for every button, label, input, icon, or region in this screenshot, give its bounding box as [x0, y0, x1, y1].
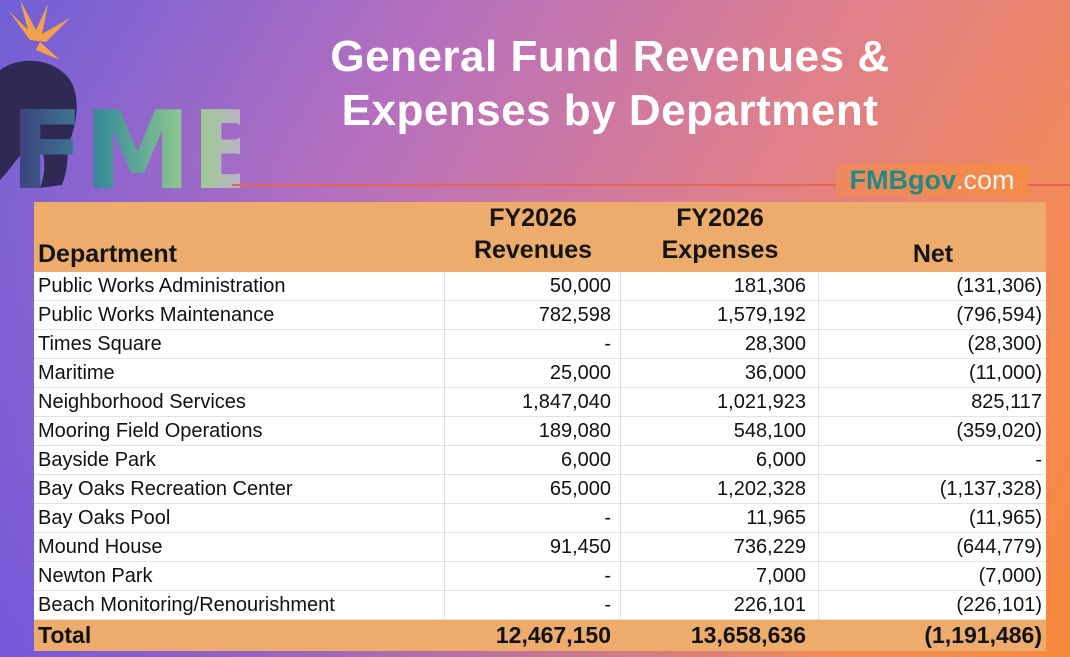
total-label: Total — [38, 622, 92, 648]
header-department: Department — [38, 240, 177, 268]
site-brand: FMBgov — [849, 165, 956, 195]
title-line-2: Expenses by Department — [341, 86, 879, 135]
table-row: Bay Oaks Recreation Center 65,000 1,202,… — [34, 475, 1046, 504]
total-net: (1,191,486) — [924, 622, 1042, 648]
cell-department: Bay Oaks Recreation Center — [38, 478, 293, 500]
header-revenues-label: Revenues — [473, 236, 593, 264]
site-domain: .com — [955, 165, 1015, 195]
table-row: Bay Oaks Pool - 11,965 (11,965) — [34, 504, 1046, 533]
page-title: General Fund Revenues & Expenses by Depa… — [250, 30, 970, 138]
cell-expenses: 736,229 — [733, 536, 806, 558]
cell-revenues: - — [604, 507, 611, 529]
table-row: Mooring Field Operations 189,080 548,100… — [34, 417, 1046, 446]
cell-revenues: 782,598 — [538, 304, 611, 326]
column-divider — [818, 272, 819, 620]
total-revenues: 12,467,150 — [495, 622, 611, 648]
table-row: Public Works Administration 50,000 181,3… — [34, 272, 1046, 301]
palm-tree-icon — [8, 0, 70, 60]
website-label[interactable]: FMBgov.com — [836, 164, 1028, 196]
cell-net: (359,020) — [956, 420, 1042, 442]
cell-expenses: 548,100 — [733, 420, 806, 442]
cell-department: Mound House — [38, 536, 163, 558]
fmb-logo: FMB — [0, 0, 240, 200]
cell-expenses: 1,202,328 — [717, 478, 806, 500]
table-row: Newton Park - 7,000 (7,000) — [34, 562, 1046, 591]
header-revenues: FY2026 Revenues — [446, 202, 620, 266]
cell-revenues: 25,000 — [549, 362, 611, 384]
cell-department: Public Works Administration — [38, 275, 286, 297]
cell-net: - — [1035, 449, 1042, 471]
header-expenses-label: Expenses — [661, 236, 779, 264]
column-divider — [620, 272, 621, 620]
cell-expenses: 226,101 — [733, 594, 806, 616]
cell-department: Neighborhood Services — [38, 391, 246, 413]
title-line-1: General Fund Revenues & — [330, 32, 890, 81]
cell-net: (644,779) — [956, 536, 1042, 558]
cell-expenses: 1,579,192 — [717, 304, 806, 326]
header-net: Net — [912, 240, 954, 268]
cell-net: 825,117 — [971, 391, 1042, 413]
cell-expenses: 36,000 — [744, 362, 806, 384]
cell-expenses: 181,306 — [733, 275, 806, 297]
cell-net: (28,300) — [967, 333, 1043, 355]
cell-department: Mooring Field Operations — [38, 420, 263, 442]
cell-revenues: 50,000 — [549, 275, 611, 297]
cell-department: Times Square — [38, 333, 162, 355]
cell-net: (1,137,328) — [939, 478, 1042, 500]
cell-revenues: 6,000 — [560, 449, 611, 471]
total-expenses: 13,658,636 — [690, 622, 806, 648]
cell-expenses: 28,300 — [744, 333, 806, 355]
column-divider — [444, 272, 445, 620]
cell-net: (226,101) — [956, 594, 1042, 616]
total-row: Total 12,467,150 13,658,636 (1,191,486) — [34, 620, 1046, 651]
divider — [232, 184, 1070, 186]
cell-department: Maritime — [38, 362, 115, 384]
table-row: Public Works Maintenance 782,598 1,579,1… — [34, 301, 1046, 330]
cell-revenues: 65,000 — [549, 478, 611, 500]
revenue-expense-table: Department FY2026 Revenues FY2026 Expens… — [34, 202, 1046, 651]
cell-expenses: 1,021,923 — [717, 391, 806, 413]
cell-expenses: 7,000 — [755, 565, 806, 587]
header-expenses-year: FY2026 — [676, 204, 764, 232]
table-row: Beach Monitoring/Renourishment - 226,101… — [34, 591, 1046, 620]
cell-revenues: 1,847,040 — [522, 391, 611, 413]
header-revenues-year: FY2026 — [489, 204, 577, 232]
table-body: Public Works Administration 50,000 181,3… — [34, 272, 1046, 620]
table-row: Times Square - 28,300 (28,300) — [34, 330, 1046, 359]
cell-department: Public Works Maintenance — [38, 304, 275, 326]
cell-department: Bayside Park — [38, 449, 156, 471]
table-row: Bayside Park 6,000 6,000 - — [34, 446, 1046, 475]
cell-revenues: - — [604, 565, 611, 587]
cell-net: (7,000) — [978, 565, 1042, 587]
cell-expenses: 6,000 — [755, 449, 806, 471]
cell-net: (11,965) — [968, 507, 1042, 529]
cell-department: Newton Park — [38, 565, 153, 587]
table-row: Mound House 91,450 736,229 (644,779) — [34, 533, 1046, 562]
cell-expenses: 11,965 — [746, 507, 806, 529]
cell-department: Beach Monitoring/Renourishment — [38, 594, 335, 616]
cell-revenues: - — [604, 594, 611, 616]
cell-revenues: 189,080 — [538, 420, 611, 442]
cell-revenues: 91,450 — [549, 536, 611, 558]
table-row: Maritime 25,000 36,000 (11,000) — [34, 359, 1046, 388]
cell-net: (796,594) — [956, 304, 1042, 326]
table-header: Department FY2026 Revenues FY2026 Expens… — [34, 202, 1046, 272]
table-row: Neighborhood Services 1,847,040 1,021,92… — [34, 388, 1046, 417]
cell-net: (131,306) — [956, 275, 1042, 297]
cell-net: (11,000) — [968, 362, 1042, 384]
header-expenses: FY2026 Expenses — [622, 202, 818, 266]
cell-department: Bay Oaks Pool — [38, 507, 171, 529]
cell-revenues: - — [604, 333, 611, 355]
svg-text:FMB: FMB — [10, 89, 240, 200]
